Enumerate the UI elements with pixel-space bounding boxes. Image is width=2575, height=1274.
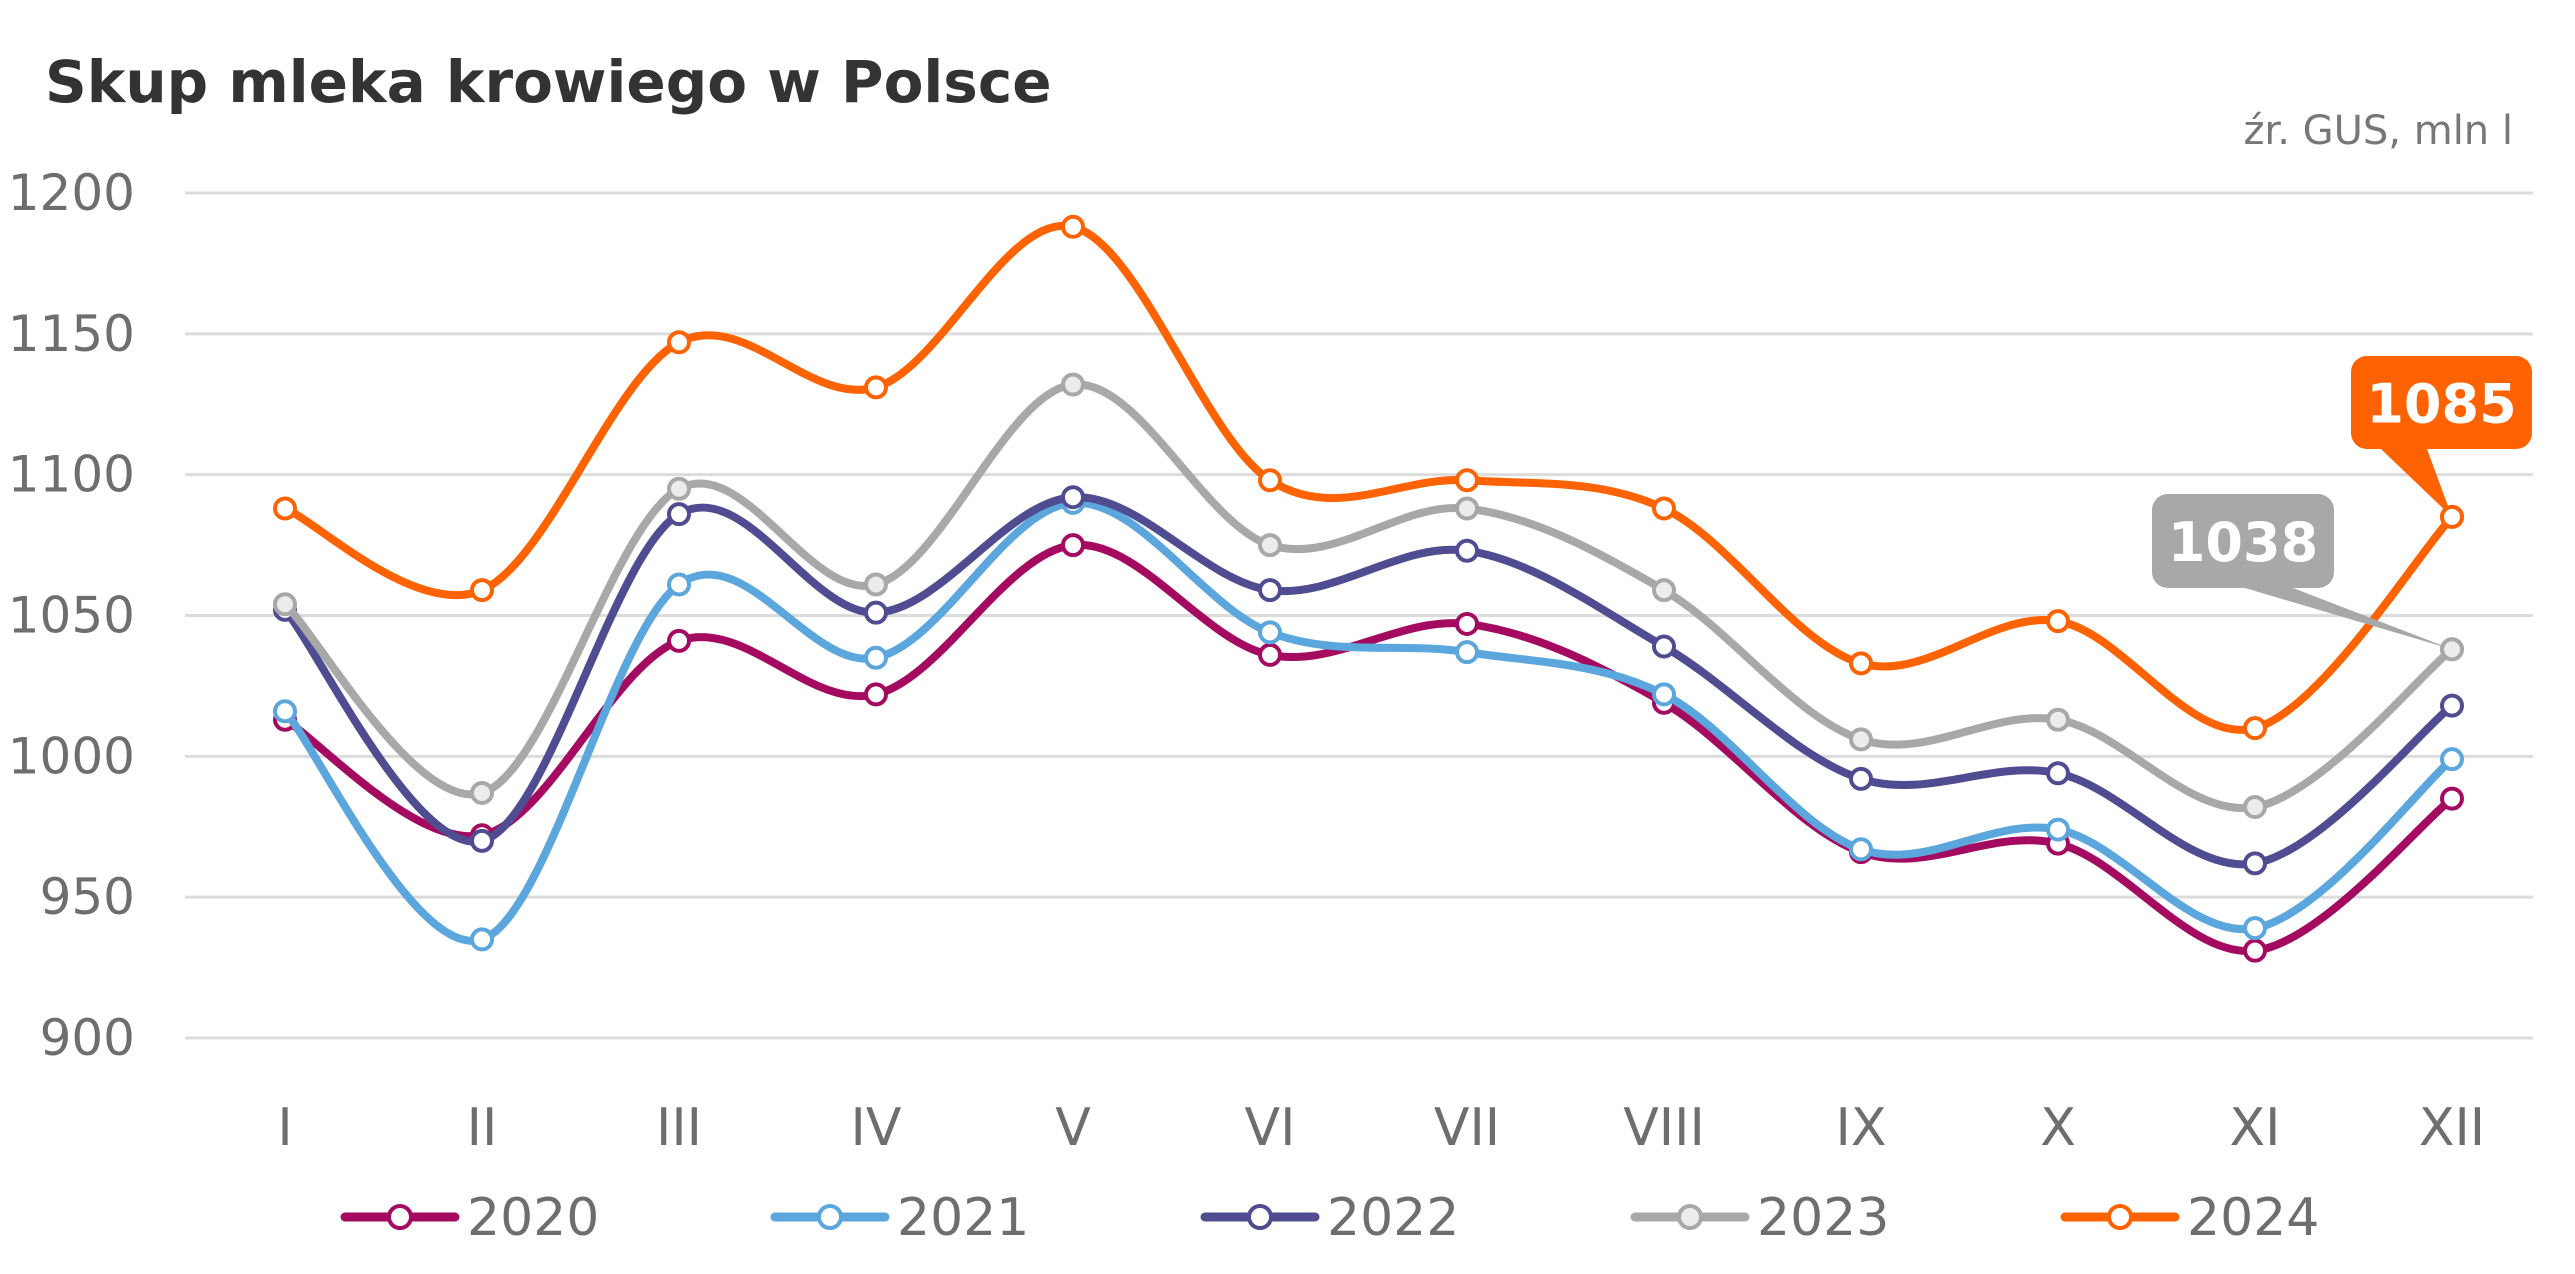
data-point	[864, 572, 888, 597]
legend-label-2022: 2022	[1327, 1188, 1459, 1248]
data-point	[2243, 938, 2267, 963]
legend-marker-2024	[2107, 1204, 2133, 1230]
data-point	[1258, 533, 1282, 558]
x-tick-label: XI	[2230, 1098, 2281, 1158]
source-note: źr. GUS, mln l	[2243, 108, 2513, 154]
data-point	[1849, 837, 1873, 862]
data-point	[1455, 468, 1479, 493]
data-point	[1258, 620, 1282, 645]
callout-pointer	[2245, 588, 2452, 650]
series-line-2024	[281, 221, 2456, 734]
data-point	[1652, 634, 1676, 659]
y-tick-label: 900	[40, 1009, 135, 1067]
data-point	[1258, 468, 1282, 493]
data-point	[2243, 916, 2267, 941]
data-point	[1061, 214, 1085, 239]
data-point	[470, 927, 494, 952]
x-tick-label: VIII	[1623, 1098, 1705, 1158]
legend-label-2020: 2020	[467, 1188, 599, 1248]
data-point	[1652, 496, 1676, 521]
y-tick-label: 950	[40, 868, 135, 926]
x-tick-label: IX	[1836, 1098, 1887, 1158]
series-line-2021	[281, 498, 2456, 945]
data-point	[864, 682, 888, 707]
data-point	[470, 578, 494, 603]
legend-label-2021: 2021	[897, 1188, 1029, 1248]
x-tick-label: X	[2040, 1098, 2076, 1158]
callout-label: 1085	[2366, 373, 2516, 436]
data-point	[864, 375, 888, 400]
y-tick-label: 1000	[8, 727, 135, 785]
legend-label-2024: 2024	[2187, 1188, 2319, 1248]
data-point	[667, 502, 691, 527]
series-2024	[273, 214, 2464, 741]
callout-label: 1038	[2168, 511, 2318, 574]
data-point	[864, 645, 888, 670]
data-point	[1258, 642, 1282, 667]
x-tick-label: I	[277, 1098, 292, 1158]
data-point	[470, 780, 494, 805]
data-point	[2440, 786, 2464, 811]
data-point	[864, 600, 888, 625]
data-point	[1455, 538, 1479, 563]
data-point	[2046, 817, 2070, 842]
data-point	[1849, 651, 1873, 676]
data-point	[2243, 716, 2267, 741]
data-point	[2440, 637, 2464, 662]
series-2023	[273, 372, 2464, 820]
x-tick-label: VI	[1245, 1098, 1296, 1158]
x-tick-label: V	[1055, 1098, 1091, 1158]
data-point	[1258, 578, 1282, 603]
data-point	[273, 592, 297, 617]
data-point	[2046, 609, 2070, 634]
x-tick-label: IV	[851, 1098, 902, 1158]
data-point	[1455, 496, 1479, 521]
x-tick-label: II	[467, 1098, 498, 1158]
data-point	[2046, 707, 2070, 732]
data-point	[470, 828, 494, 853]
data-point	[2243, 851, 2267, 876]
data-point	[1849, 766, 1873, 791]
data-point	[1061, 485, 1085, 510]
x-tick-label: XII	[2419, 1098, 2485, 1158]
series-line-2023	[281, 380, 2456, 813]
legend-marker-2022	[1247, 1204, 1273, 1230]
data-point	[1455, 640, 1479, 665]
data-point	[2243, 795, 2267, 820]
data-point	[667, 330, 691, 355]
legend-marker-2020	[387, 1204, 413, 1230]
chart-title: Skup mleka krowiego w Polsce	[45, 48, 1052, 116]
legend-marker-2021	[817, 1204, 843, 1230]
data-point	[1849, 727, 1873, 752]
data-point	[273, 699, 297, 724]
y-tick-label: 1100	[8, 446, 135, 504]
data-point	[2440, 693, 2464, 718]
y-tick-label: 1150	[8, 305, 135, 363]
data-point	[2046, 761, 2070, 786]
callout-pointer	[2381, 449, 2452, 517]
legend-label-2023: 2023	[1757, 1188, 1889, 1248]
data-point	[1652, 682, 1676, 707]
series-line-2022	[281, 493, 2456, 869]
data-point	[1061, 372, 1085, 397]
data-point	[667, 628, 691, 653]
legend-marker-2023	[1677, 1204, 1703, 1230]
data-point	[2440, 747, 2464, 772]
data-point	[1455, 611, 1479, 636]
data-point	[2440, 504, 2464, 529]
series-2021	[273, 490, 2464, 952]
callout-box	[2351, 356, 2532, 449]
data-point	[273, 496, 297, 521]
y-tick-label: 1050	[8, 587, 135, 645]
data-point	[1652, 578, 1676, 603]
data-point	[667, 476, 691, 501]
data-point	[1061, 533, 1085, 558]
x-tick-label: VII	[1434, 1098, 1500, 1158]
y-tick-label: 1200	[8, 164, 135, 222]
data-point	[667, 572, 691, 597]
callout-box	[2152, 494, 2334, 588]
series-2022	[273, 485, 2464, 876]
x-tick-label: III	[656, 1098, 702, 1158]
